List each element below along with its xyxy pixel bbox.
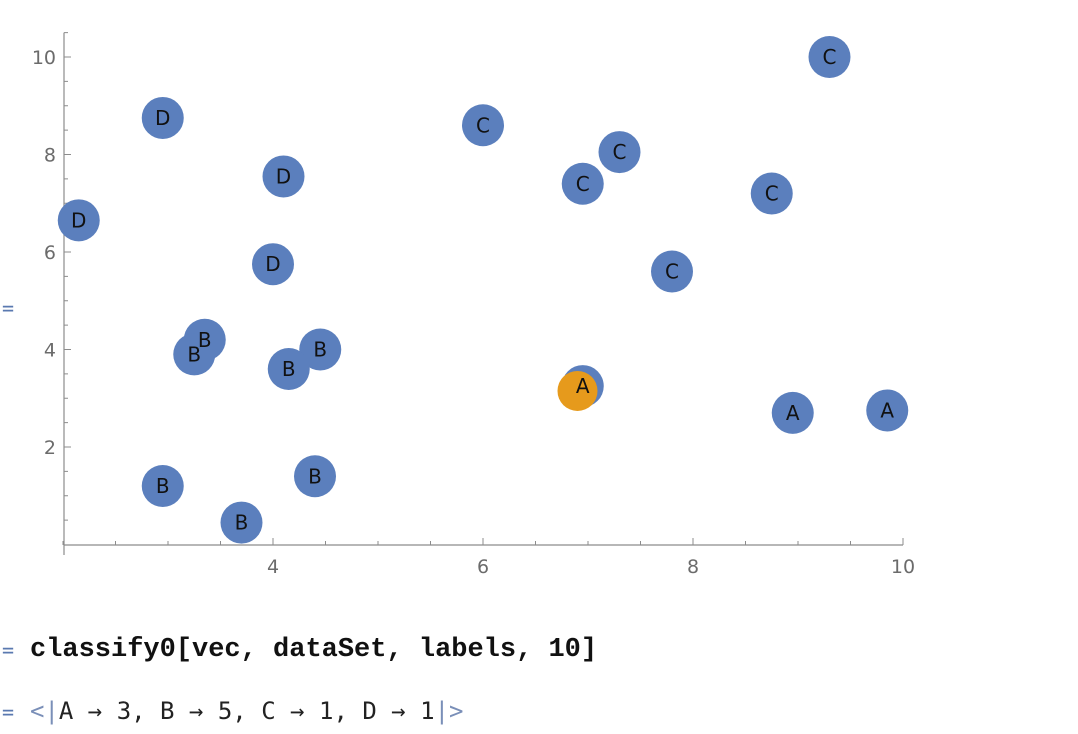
- point-label: C: [476, 113, 490, 137]
- input-cell-marker: =: [2, 638, 15, 662]
- y-tick-label: 6: [44, 242, 56, 264]
- data-point: [598, 131, 641, 174]
- data-point: [141, 96, 184, 139]
- query-point: [557, 370, 598, 411]
- data-point: [299, 328, 342, 371]
- point-label: C: [665, 260, 679, 284]
- point-marker: [462, 104, 504, 147]
- data-point: [866, 389, 909, 432]
- plot-axes: 4 6 8 10 2 4 6 8 10: [32, 32, 915, 578]
- output-cell-marker: =: [2, 296, 15, 320]
- data-point: [252, 243, 294, 286]
- query-point-marker: [557, 370, 598, 411]
- data-point: [294, 455, 336, 498]
- data-point: [173, 333, 216, 376]
- y-tick-label: 8: [44, 145, 56, 167]
- point-label: A: [576, 374, 590, 398]
- point-label: C: [576, 172, 590, 196]
- y-tick-label: 4: [44, 340, 56, 362]
- point-marker: [561, 162, 604, 205]
- association-body: A → 3, B → 5, C → 1, D → 1: [58, 697, 435, 725]
- data-point: [561, 162, 604, 205]
- point-marker: [141, 96, 184, 139]
- y-tick-label: 10: [32, 47, 56, 69]
- point-label: C: [613, 140, 627, 164]
- point-label: D: [265, 252, 280, 276]
- association-close-bracket: |>: [434, 697, 464, 725]
- point-label: B: [313, 338, 327, 362]
- point-marker: [252, 243, 294, 286]
- point-label: B: [235, 511, 249, 535]
- data-point: [220, 501, 263, 544]
- data-point: [808, 36, 851, 78]
- point-label: B: [198, 328, 212, 352]
- point-label: B: [282, 357, 296, 381]
- point-label: D: [155, 106, 170, 130]
- data-point: [57, 199, 100, 242]
- point-label: D: [276, 164, 291, 188]
- point-marker: [141, 465, 184, 507]
- x-tick-label: 8: [687, 556, 699, 578]
- point-marker: [262, 155, 305, 198]
- point-label: B: [308, 464, 322, 488]
- data-point: [262, 155, 305, 198]
- result-cell-marker: =: [2, 700, 15, 724]
- result-association: <|A → 3, B → 5, C → 1, D → 1|>: [30, 694, 464, 728]
- point-label: B: [156, 474, 170, 498]
- point-marker: [294, 455, 336, 498]
- data-point: [141, 465, 184, 507]
- point-label: A: [880, 398, 894, 422]
- point-marker: [220, 501, 263, 544]
- point-label: C: [823, 45, 837, 69]
- data-point: [462, 104, 504, 147]
- point-marker: [771, 391, 814, 434]
- data-point: [771, 391, 814, 434]
- data-point: [750, 172, 793, 215]
- point-marker: [651, 250, 693, 293]
- data-point: [267, 348, 310, 390]
- point-label: D: [71, 208, 86, 232]
- point-marker: [299, 328, 342, 371]
- point-marker: [866, 389, 909, 432]
- data-point: [651, 250, 693, 293]
- association-open-bracket: <|: [30, 697, 59, 725]
- x-tick-label: 10: [891, 556, 915, 578]
- point-marker: [57, 199, 100, 242]
- x-tick-label: 6: [477, 556, 489, 578]
- point-marker: [598, 131, 641, 174]
- point-label: B: [187, 342, 201, 366]
- point-label: C: [765, 182, 779, 206]
- point-marker: [267, 348, 310, 390]
- point-label: A: [786, 401, 800, 425]
- input-expression[interactable]: classify0[vec, dataSet, labels, 10]: [30, 635, 598, 665]
- y-tick-label: 2: [44, 437, 56, 459]
- point-marker: [808, 36, 851, 78]
- point-marker: [173, 333, 216, 376]
- point-marker: [750, 172, 793, 215]
- x-tick-label: 4: [267, 556, 279, 578]
